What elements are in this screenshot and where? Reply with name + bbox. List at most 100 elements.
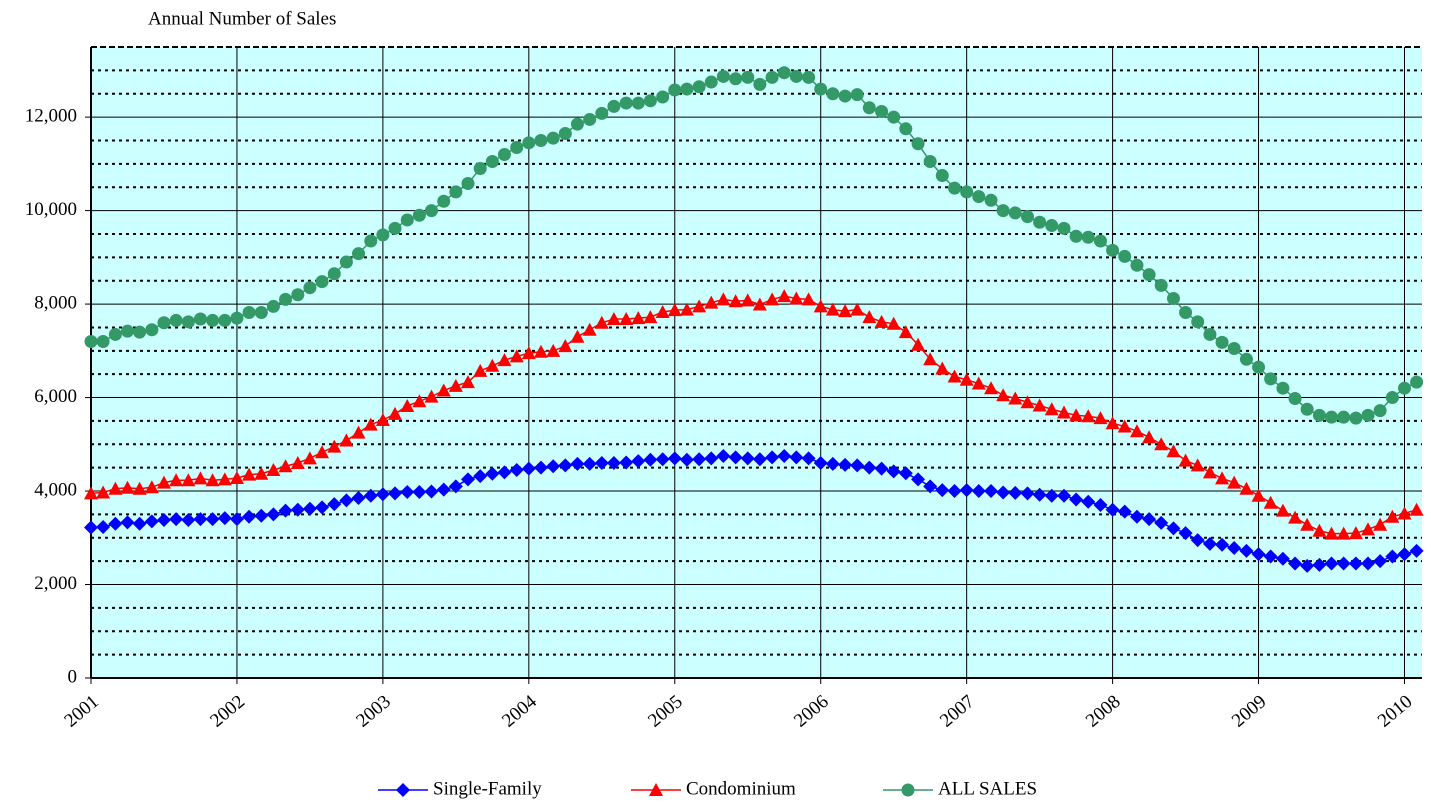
marker bbox=[278, 459, 293, 473]
marker bbox=[460, 375, 475, 389]
marker bbox=[1106, 243, 1120, 257]
marker bbox=[716, 292, 731, 306]
marker bbox=[461, 176, 475, 190]
marker bbox=[679, 452, 694, 467]
marker bbox=[898, 466, 913, 481]
marker bbox=[886, 464, 901, 479]
marker bbox=[838, 457, 853, 472]
marker bbox=[668, 83, 682, 97]
marker bbox=[1202, 465, 1217, 479]
marker bbox=[400, 213, 414, 227]
marker bbox=[1081, 494, 1096, 509]
marker bbox=[497, 148, 511, 162]
marker bbox=[667, 451, 682, 466]
marker bbox=[327, 439, 342, 453]
marker bbox=[899, 122, 913, 136]
marker bbox=[144, 514, 159, 529]
marker bbox=[96, 520, 111, 535]
marker bbox=[205, 473, 220, 487]
marker bbox=[850, 302, 865, 316]
marker bbox=[412, 208, 426, 222]
marker bbox=[680, 82, 694, 96]
marker bbox=[133, 325, 147, 339]
marker bbox=[396, 783, 410, 797]
marker bbox=[1020, 486, 1035, 501]
marker bbox=[1409, 502, 1424, 516]
marker bbox=[1032, 398, 1047, 412]
chart-title: Annual Number of Sales bbox=[148, 8, 336, 29]
marker bbox=[497, 465, 512, 480]
marker bbox=[1215, 537, 1230, 552]
marker bbox=[1178, 526, 1193, 541]
marker bbox=[339, 255, 353, 269]
marker bbox=[352, 247, 366, 261]
marker bbox=[984, 484, 999, 499]
marker bbox=[376, 228, 390, 242]
marker bbox=[351, 425, 366, 439]
marker bbox=[923, 155, 937, 169]
marker bbox=[1045, 219, 1059, 233]
marker bbox=[838, 89, 852, 103]
marker bbox=[1215, 335, 1229, 349]
marker bbox=[400, 484, 415, 499]
marker bbox=[558, 126, 572, 140]
marker bbox=[1033, 215, 1047, 229]
marker bbox=[825, 456, 840, 471]
y-tick-label: 12,000 bbox=[25, 105, 77, 126]
marker bbox=[339, 493, 354, 508]
marker bbox=[302, 451, 317, 465]
marker bbox=[631, 454, 646, 469]
marker bbox=[813, 455, 828, 470]
marker bbox=[1191, 315, 1205, 329]
marker bbox=[1154, 437, 1169, 451]
marker bbox=[533, 344, 548, 358]
y-tick-label: 0 bbox=[68, 666, 78, 687]
marker bbox=[509, 463, 524, 478]
marker bbox=[436, 482, 451, 497]
marker bbox=[643, 310, 658, 324]
marker bbox=[777, 66, 791, 80]
marker bbox=[1215, 471, 1230, 485]
marker bbox=[1227, 475, 1242, 489]
marker bbox=[901, 783, 915, 797]
marker bbox=[1093, 411, 1108, 425]
marker bbox=[765, 450, 780, 465]
marker bbox=[655, 305, 670, 319]
marker bbox=[217, 511, 232, 526]
marker bbox=[1239, 352, 1253, 366]
marker bbox=[1021, 210, 1035, 224]
marker bbox=[485, 358, 500, 372]
marker bbox=[1142, 430, 1157, 444]
marker bbox=[327, 267, 341, 281]
marker bbox=[643, 452, 658, 467]
marker bbox=[473, 469, 488, 484]
marker bbox=[801, 292, 816, 306]
marker bbox=[959, 372, 974, 386]
marker bbox=[1252, 360, 1266, 374]
marker bbox=[935, 483, 950, 498]
marker bbox=[886, 316, 901, 330]
marker bbox=[1336, 526, 1351, 540]
marker bbox=[1312, 557, 1327, 572]
marker bbox=[509, 349, 524, 363]
marker bbox=[594, 315, 609, 329]
marker bbox=[132, 481, 147, 495]
marker bbox=[1385, 549, 1400, 564]
marker bbox=[643, 94, 657, 108]
marker bbox=[1166, 444, 1181, 458]
marker bbox=[582, 322, 597, 336]
marker bbox=[1129, 424, 1144, 438]
marker bbox=[351, 491, 366, 506]
marker bbox=[996, 204, 1010, 218]
marker bbox=[1251, 547, 1266, 562]
marker bbox=[947, 369, 962, 383]
marker bbox=[473, 363, 488, 377]
marker bbox=[315, 500, 330, 515]
marker bbox=[156, 475, 171, 489]
marker bbox=[1178, 453, 1193, 467]
marker bbox=[108, 481, 123, 495]
marker bbox=[206, 313, 220, 327]
marker bbox=[1117, 504, 1132, 519]
marker bbox=[972, 190, 986, 204]
